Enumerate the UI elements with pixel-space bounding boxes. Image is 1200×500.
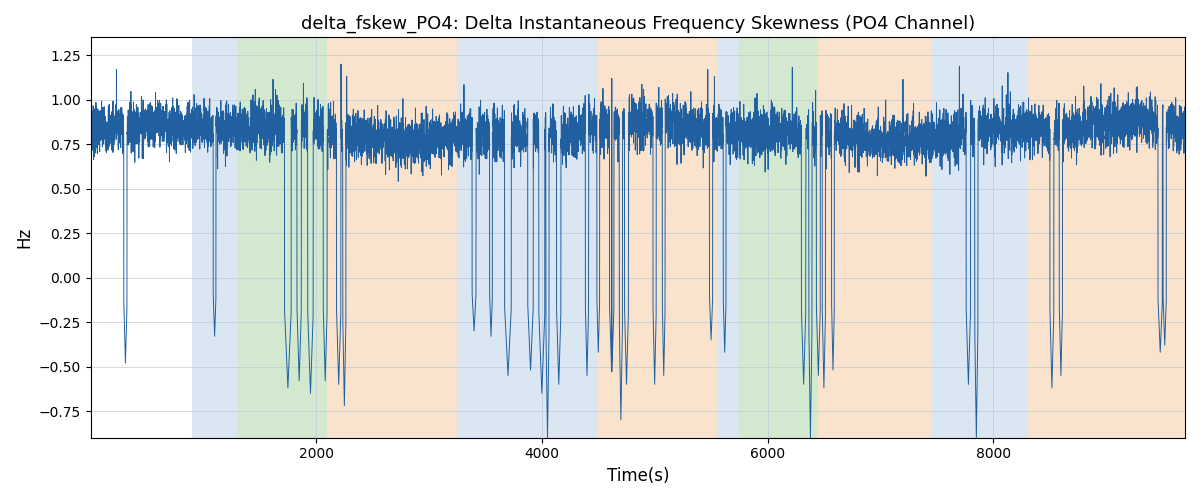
Bar: [238, 38, 328, 438]
Bar: [599, 38, 716, 438]
X-axis label: Time(s): Time(s): [606, 467, 670, 485]
Bar: [931, 38, 1027, 438]
Bar: [192, 38, 238, 438]
Y-axis label: Hz: Hz: [14, 227, 32, 248]
Title: delta_fskew_PO4: Delta Instantaneous Frequency Skewness (PO4 Channel): delta_fskew_PO4: Delta Instantaneous Fre…: [301, 15, 974, 34]
Bar: [818, 38, 931, 438]
Bar: [1027, 38, 1184, 438]
Bar: [739, 38, 818, 438]
Bar: [716, 38, 739, 438]
Bar: [328, 38, 457, 438]
Bar: [457, 38, 599, 438]
